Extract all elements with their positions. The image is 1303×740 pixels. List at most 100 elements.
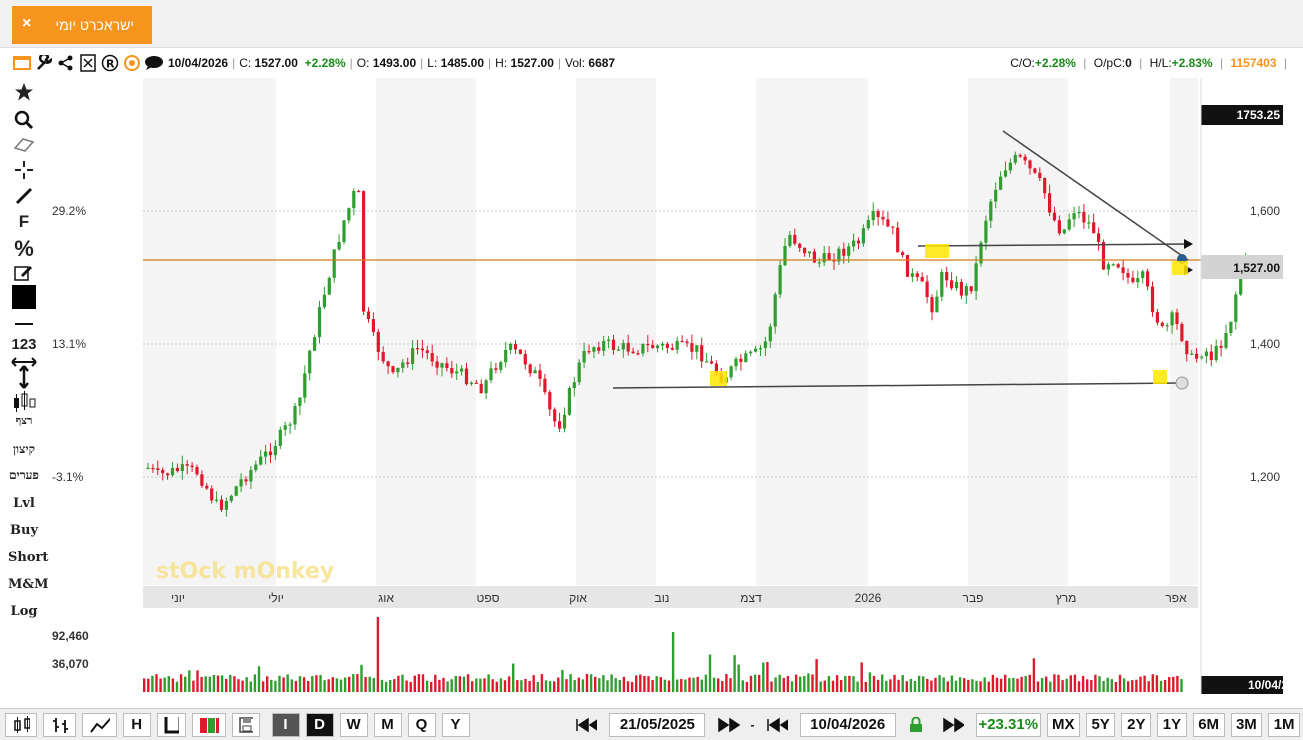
period-intraday[interactable]: I [271, 712, 300, 737]
close-tab-icon[interactable]: × [22, 15, 32, 32]
range-2y[interactable]: 2Y [1121, 712, 1152, 737]
color-bars-button[interactable] [191, 712, 227, 737]
level-tool[interactable]: Lvl [13, 496, 35, 511]
candles-chart-button[interactable] [4, 712, 38, 737]
candle-body [852, 240, 856, 247]
extremes-tool[interactable]: קיצון [13, 442, 35, 456]
volume-bar [557, 677, 560, 692]
numbers-tool[interactable]: 123 [11, 336, 37, 353]
range-1y[interactable]: 1Y [1157, 712, 1187, 737]
candle-body [215, 499, 219, 501]
mm-tool[interactable]: M&M [8, 577, 49, 592]
volume-bar [397, 675, 400, 692]
price-chart[interactable]: stOck mOnkey 1753.25 1,527.00 1,600 1,400 1,… [48, 78, 1303, 694]
volume-bar [741, 680, 744, 692]
range-1m[interactable]: 1M [1268, 712, 1300, 737]
range-6m[interactable]: 6M [1192, 712, 1225, 737]
buy-tool[interactable]: Buy [10, 523, 38, 538]
volume-bar [257, 666, 261, 692]
volume-bar [1090, 680, 1093, 692]
fibonacci-tool[interactable]: F [18, 212, 30, 231]
log-tool[interactable]: Log [10, 604, 38, 619]
candle-body [788, 234, 792, 246]
edit-icon[interactable] [8, 264, 40, 287]
color-picker[interactable] [8, 284, 40, 315]
volume-bar [688, 677, 691, 692]
candle-body [391, 366, 395, 373]
support-handle [1175, 376, 1189, 390]
candle-body [504, 349, 508, 363]
line-width-icon[interactable] [8, 316, 40, 334]
candle-body [455, 371, 459, 374]
candle-body [641, 343, 645, 354]
horizontal-measure-icon[interactable] [8, 354, 40, 372]
gaps-tool[interactable]: פערים [9, 468, 39, 482]
short-tool[interactable]: Short [8, 550, 49, 565]
period-daily[interactable]: D [305, 712, 334, 737]
volume-bar [421, 674, 425, 692]
comment-icon[interactable] [144, 53, 164, 73]
candle-body [1146, 271, 1150, 287]
chart-area[interactable]: stOck mOnkey 1753.25 1,527.00 1,600 1,400 1,… [48, 78, 1303, 694]
candle-body [1160, 322, 1164, 326]
candle-sequence-label[interactable]: רצף [15, 414, 33, 427]
chart-tab[interactable]: × ישראכרט יומי [12, 6, 152, 44]
volume-bar [298, 676, 302, 692]
volume-bar [1061, 680, 1064, 692]
info-bar: R 10/04/2026 | C: 1527.00 +2.28% | O: 14… [0, 50, 1303, 76]
registered-icon[interactable]: R [100, 53, 120, 73]
volume-bar [971, 679, 974, 692]
range-5y[interactable]: 5Y [1085, 712, 1116, 737]
crosshair-icon[interactable] [8, 160, 40, 185]
volume-bar [946, 681, 949, 692]
range-3m[interactable]: 3M [1230, 712, 1263, 737]
baseline-chart-button[interactable] [156, 712, 186, 737]
save-icon[interactable] [232, 712, 261, 737]
candle-body [1239, 272, 1243, 295]
search-icon[interactable] [8, 110, 40, 135]
month-label: יולי [268, 591, 284, 605]
share-icon[interactable] [56, 53, 76, 73]
excel-export-icon[interactable] [78, 53, 98, 73]
vertical-measure-icon[interactable] [8, 364, 40, 395]
period-yearly[interactable]: Y [441, 712, 470, 737]
candle-body [1126, 273, 1130, 278]
line-tool-icon[interactable] [8, 186, 40, 211]
percent-tool[interactable]: % [14, 236, 34, 261]
line-chart-button[interactable] [82, 712, 117, 737]
hl-chart-button[interactable]: H [122, 712, 151, 737]
volume-bar [897, 679, 900, 692]
star-icon[interactable] [8, 82, 40, 107]
end-next-icon[interactable] [936, 713, 970, 737]
ohlc-bars-button[interactable] [43, 712, 77, 737]
volume-bar [569, 674, 572, 692]
volume-bar [454, 675, 457, 692]
candle-body [876, 211, 880, 218]
volume-bar [786, 675, 790, 692]
volume-bar [758, 674, 761, 692]
candle-body [989, 201, 993, 221]
period-weekly[interactable]: W [339, 712, 368, 737]
candle-body [959, 281, 963, 296]
eraser-icon[interactable] [8, 136, 40, 157]
wrench-icon[interactable] [34, 53, 54, 73]
candle-sequence-icon[interactable] [8, 390, 40, 419]
candle-body [636, 353, 640, 355]
target-icon[interactable] [122, 53, 142, 73]
start-date[interactable]: 21/05/2025 [609, 712, 706, 737]
candle-body [1062, 229, 1066, 234]
volume-bar [991, 674, 995, 692]
range-mx[interactable]: MX [1046, 712, 1080, 737]
start-next-icon[interactable] [711, 713, 745, 737]
period-monthly[interactable]: M [373, 712, 402, 737]
period-quarterly[interactable]: Q [407, 712, 436, 737]
candle-body [1052, 212, 1057, 221]
volume-bar [844, 676, 847, 692]
end-date[interactable]: 10/04/2026 [799, 712, 896, 737]
volume-bar [225, 678, 228, 692]
chart-frame-icon[interactable] [12, 53, 32, 73]
start-first-icon[interactable] [569, 713, 603, 737]
lock-icon[interactable] [902, 713, 930, 737]
end-first-icon[interactable] [760, 713, 794, 737]
volume-bar [602, 675, 605, 692]
